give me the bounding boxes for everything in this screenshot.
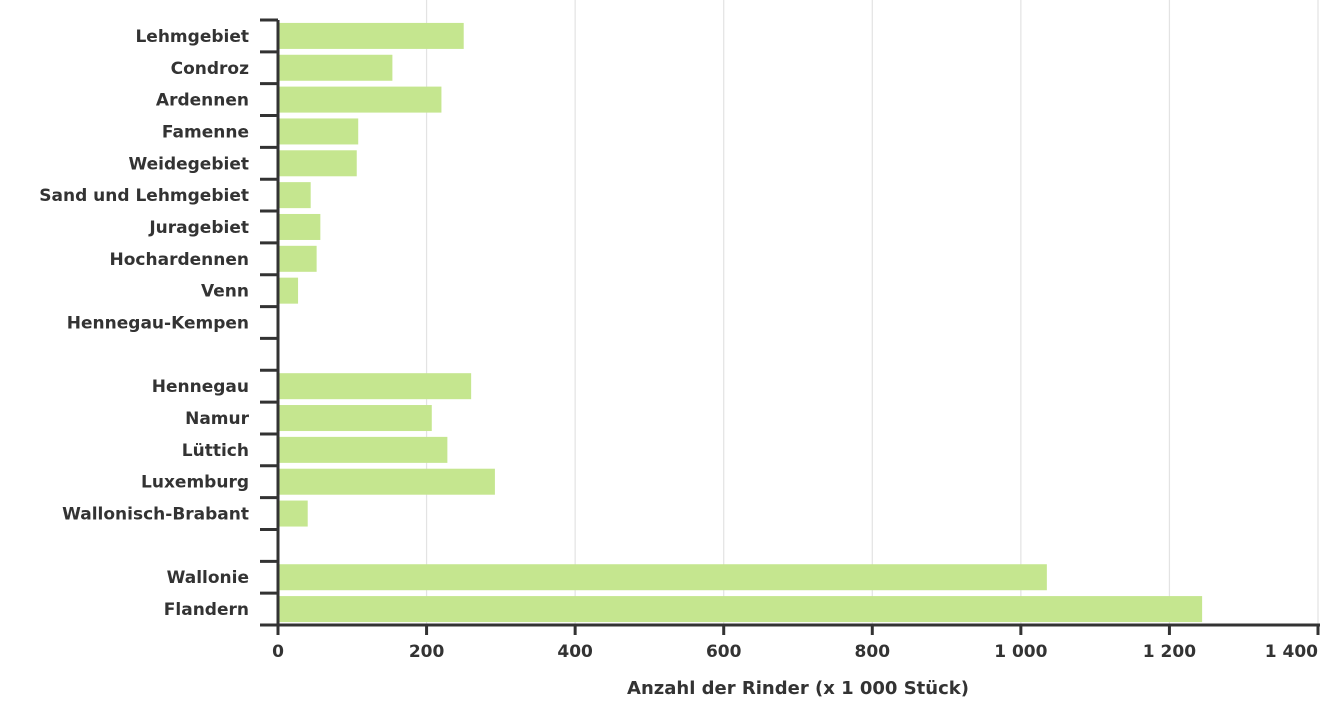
category-label: Lehmgebiet: [135, 27, 249, 47]
x-tick-label: 1 000: [994, 642, 1047, 662]
category-label: Hennegau: [152, 377, 249, 397]
category-label: Namur: [185, 409, 250, 429]
bar: [278, 277, 299, 304]
category-label: Luxemburg: [141, 473, 249, 493]
x-axis-title: Anzahl der Rinder (x 1 000 Stück): [627, 678, 969, 697]
bar-layer: [278, 22, 1203, 623]
category-label: Sand und Lehmgebiet: [39, 186, 249, 206]
bar: [278, 86, 442, 113]
category-label: Juragebiet: [148, 218, 249, 238]
bar: [278, 596, 1203, 623]
bar: [278, 245, 317, 272]
x-tick-label: 0: [272, 642, 284, 662]
bar: [278, 500, 308, 527]
bar: [278, 468, 495, 495]
bar: [278, 405, 432, 432]
category-label: Hochardennen: [110, 250, 249, 270]
bar: [278, 564, 1047, 591]
bar: [278, 373, 472, 400]
axis-layer: [260, 18, 1320, 635]
x-tick-label: 200: [409, 642, 445, 662]
bar: [278, 436, 448, 463]
category-label: Venn: [201, 282, 249, 302]
category-label: Lüttich: [182, 441, 249, 461]
x-tick-label: 800: [855, 642, 891, 662]
bar: [278, 54, 393, 81]
x-tick-label: 1 200: [1143, 642, 1196, 662]
bar: [278, 118, 359, 145]
bar: [278, 22, 464, 49]
category-label: Wallonie: [167, 568, 249, 588]
bar: [278, 213, 321, 240]
category-label: Famenne: [162, 122, 249, 142]
label-layer: Lehmgebiet Condroz Ardennen Famenne Weidegeb…: [39, 27, 1318, 662]
x-tick-label: 1 400: [1265, 642, 1318, 662]
category-label: Condroz: [171, 59, 249, 79]
grid-layer: [425, 0, 1319, 625]
category-label: Ardennen: [156, 91, 249, 111]
category-label: Wallonisch-Brabant: [62, 505, 249, 525]
bar: [278, 182, 311, 209]
category-label: Weidegebiet: [128, 154, 249, 174]
x-tick-label: 400: [557, 642, 593, 662]
x-tick-label: 600: [706, 642, 742, 662]
category-label: Flandern: [164, 600, 249, 620]
bar: [278, 150, 357, 177]
category-label: Hennegau-Kempen: [67, 314, 249, 334]
